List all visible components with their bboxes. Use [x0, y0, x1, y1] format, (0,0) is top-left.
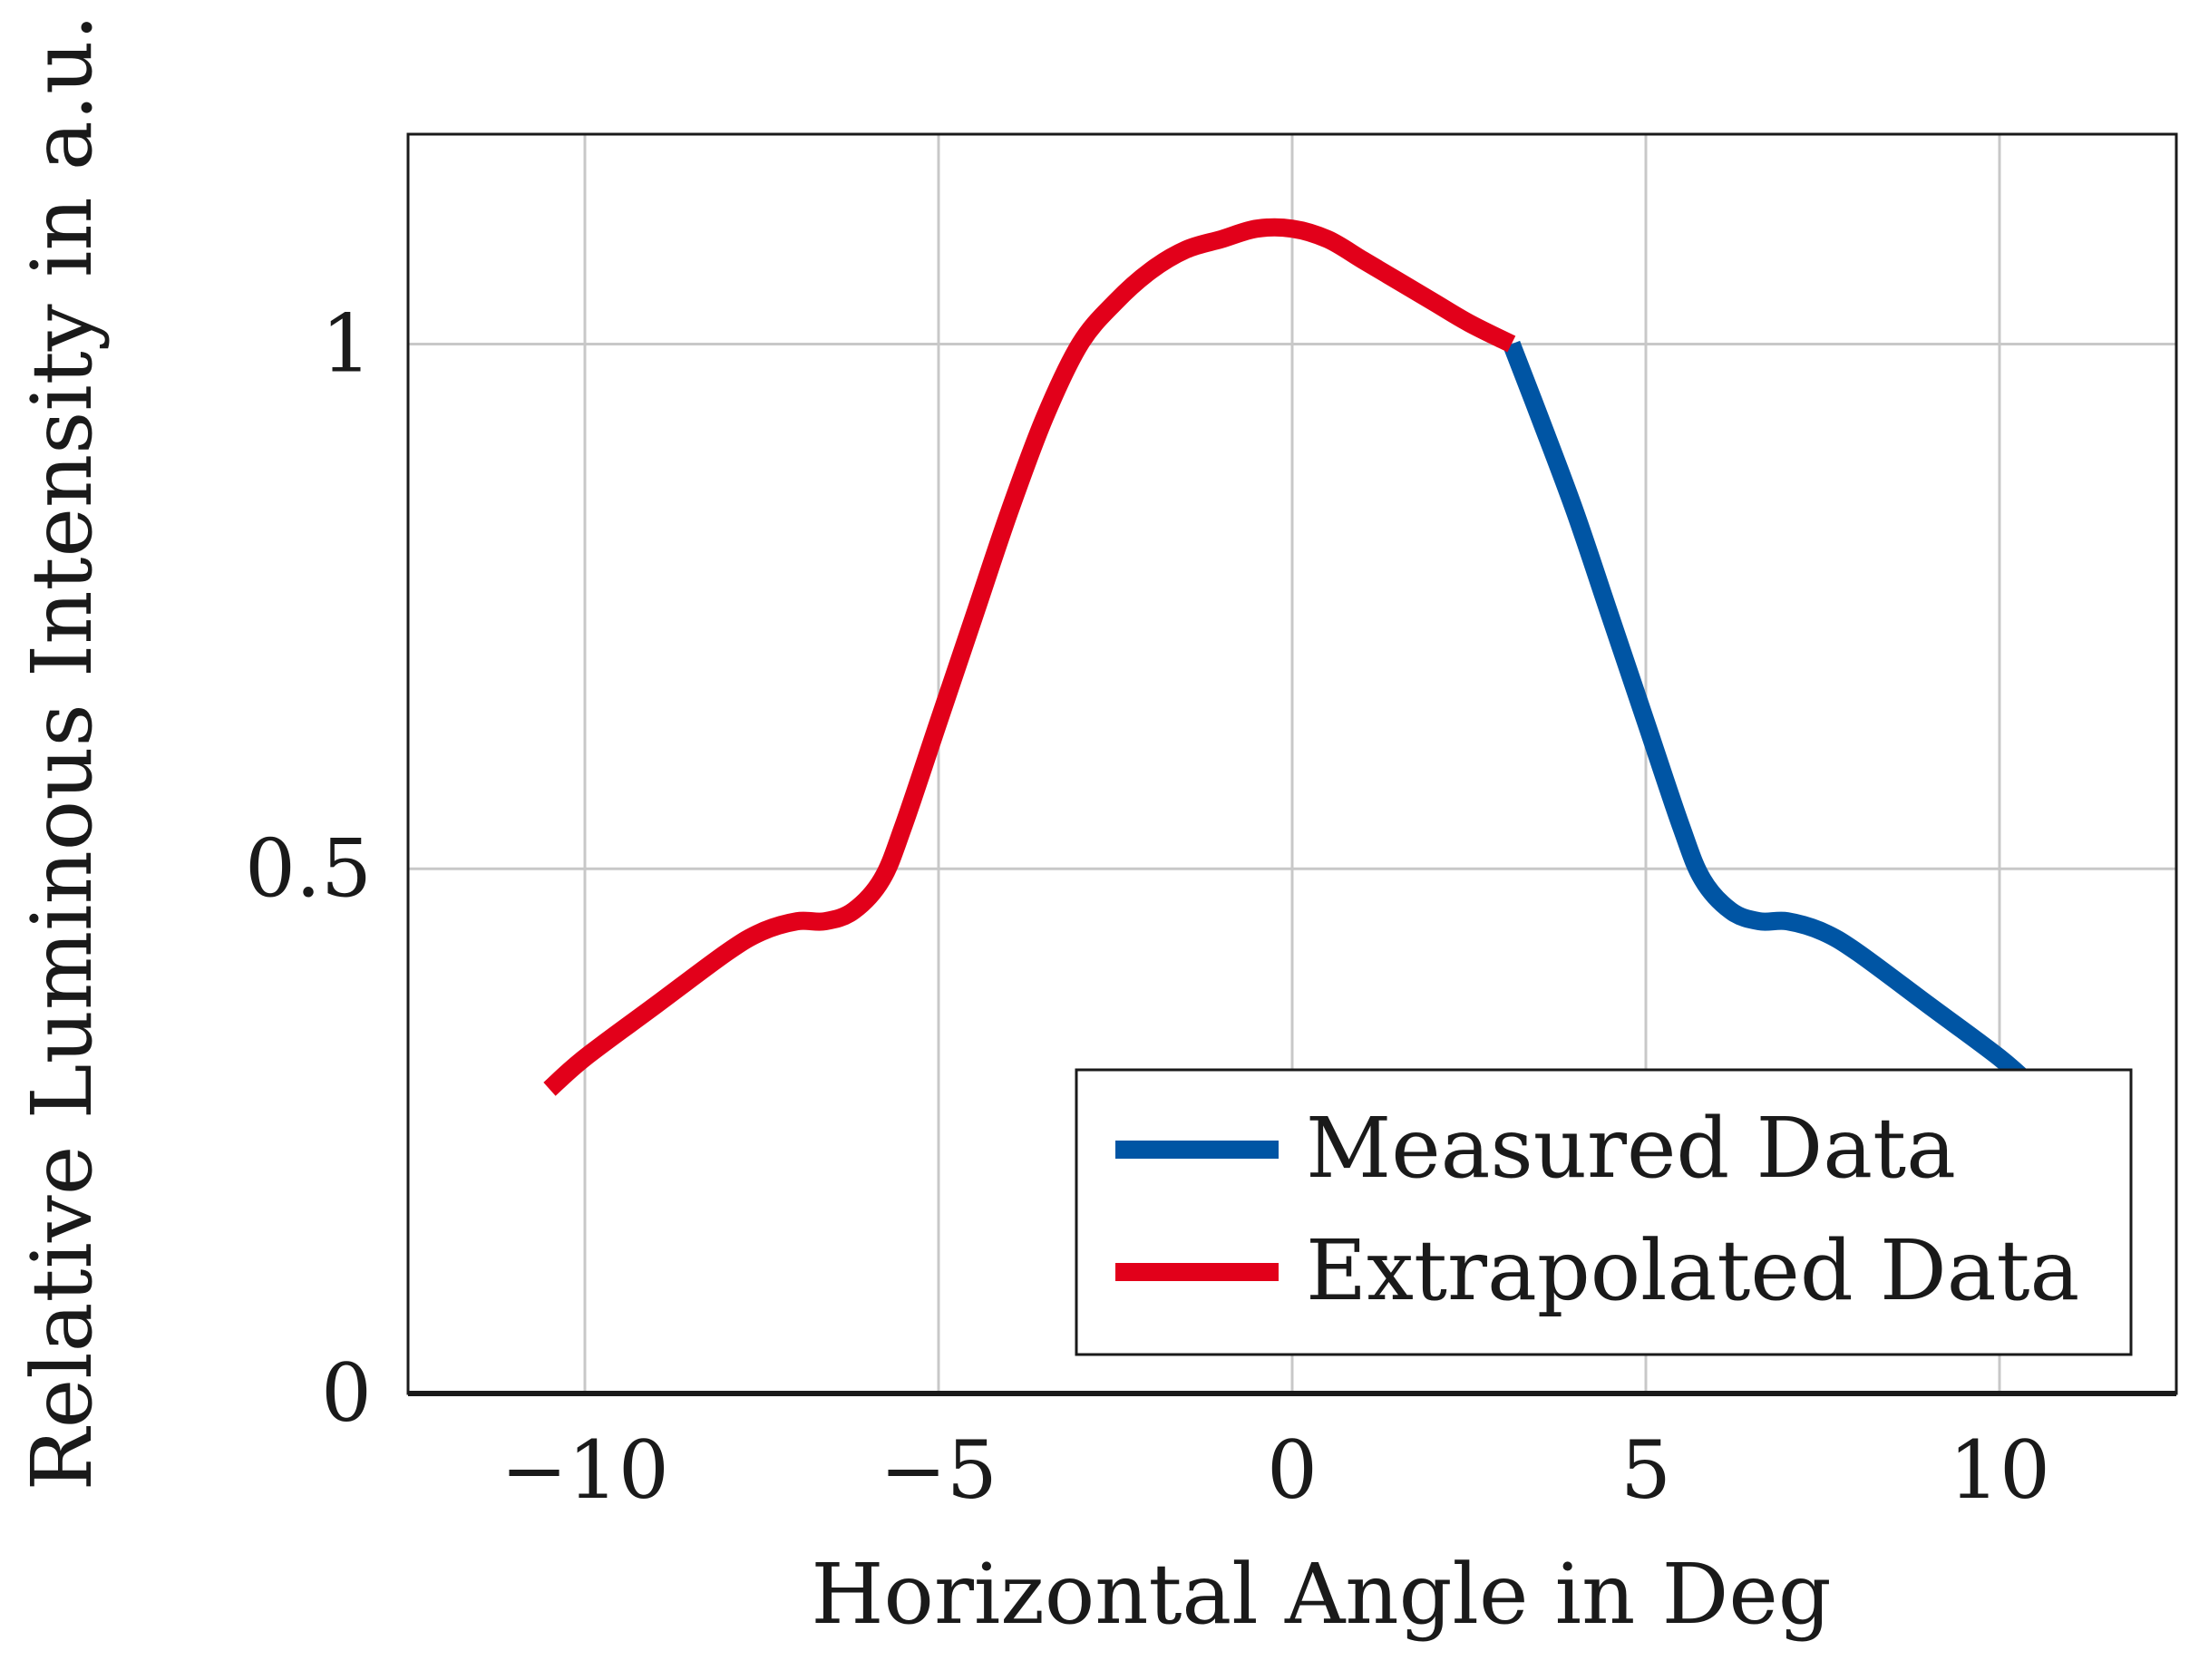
y-tick-label: 0.5 — [245, 821, 372, 915]
x-tick-label: −5 — [880, 1423, 997, 1517]
legend-label-measured: Measured Data — [1306, 1100, 1956, 1197]
y-axis-label: Relative Luminous Intensity in a.u. — [14, 14, 111, 1491]
plot-frame — [406, 132, 2178, 1396]
x-tick-label: 0 — [1267, 1423, 1318, 1517]
series-line-measured-data — [1503, 340, 2041, 1096]
y-tick-label: 1 — [321, 297, 372, 391]
grid — [408, 134, 2176, 1394]
legend-box — [1075, 1068, 2133, 1356]
legend-label-extrapolated: Extrapolated Data — [1306, 1222, 2079, 1319]
series-line-extrapolated-data — [543, 218, 1516, 1096]
tick-labels: −10 −5 0 5 10 0 0.5 1 — [245, 297, 2050, 1518]
x-tick-label: 10 — [1949, 1423, 2050, 1517]
x-tick-label: −10 — [501, 1423, 669, 1517]
x-axis-label: Horizontal Angle in Deg — [811, 1546, 1831, 1643]
series-lines — [543, 218, 2041, 1096]
y-tick-label: 0 — [321, 1346, 372, 1440]
x-tick-label: 5 — [1620, 1423, 1671, 1517]
legend: Measured Data Extrapolated Data — [1075, 1068, 2133, 1356]
